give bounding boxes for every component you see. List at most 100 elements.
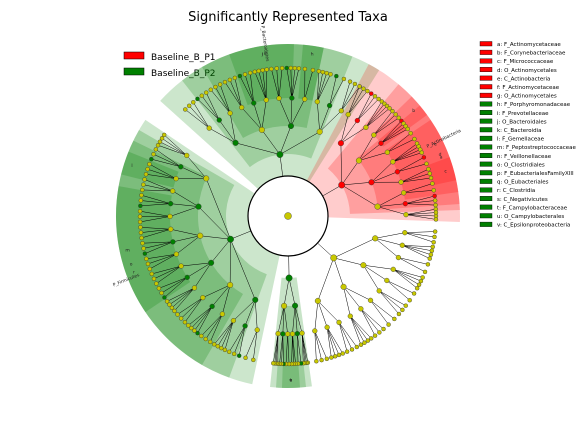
taxon-node — [195, 330, 200, 336]
taxon-node — [284, 65, 289, 71]
taxon-node — [157, 139, 163, 144]
taxon-node — [398, 179, 404, 185]
taxon-node — [332, 354, 338, 359]
taxon-node — [155, 143, 161, 148]
legend-label-p2: Baseline_B_P2 — [151, 69, 216, 79]
taxon-node — [316, 69, 322, 74]
taxon-node — [402, 201, 408, 207]
legend-swatch-p2 — [123, 67, 145, 76]
key-legend-swatch — [479, 110, 493, 116]
taxon-node — [159, 136, 165, 141]
taxon-node — [425, 262, 431, 267]
key-legend-entry: m: F_Peptostreptococcaceae — [497, 145, 576, 151]
taxon-node — [433, 217, 439, 222]
taxon-node — [279, 65, 285, 71]
taxon-node — [178, 316, 184, 321]
key-legend-swatch — [479, 187, 493, 193]
key-legend-entry: j: O_Bacteroidales — [496, 119, 547, 125]
key-legend-entry: c: F_Micrococcaceae — [497, 59, 554, 65]
key-legend-swatch — [479, 75, 493, 81]
taxon-node — [151, 276, 157, 282]
key-legend-entry: l: F_Gemellaceae — [497, 137, 545, 143]
key-legend-entry: i: F_Prevotellaceae — [497, 111, 549, 117]
taxon-node — [204, 90, 209, 95]
key-legend-entry: v: C_Epsilonproteobacteria — [497, 223, 570, 229]
key-legend-entry: t: F_Campylobacteraceae — [497, 205, 568, 211]
taxon-node — [432, 193, 437, 199]
clade-sector-letter: j — [261, 52, 263, 58]
taxon-node — [199, 333, 204, 339]
taxon-node — [384, 149, 390, 155]
clade-sector-letter: h — [311, 51, 314, 57]
taxon-node — [151, 152, 156, 157]
key-legend-swatch — [479, 49, 493, 55]
taxon-node — [390, 266, 396, 272]
taxon-node — [372, 235, 379, 242]
taxon-node — [401, 190, 407, 196]
taxon-node — [285, 274, 293, 282]
taxon-node — [167, 302, 172, 307]
taxon-node — [392, 316, 397, 322]
taxon-node — [421, 155, 427, 160]
taxon-node — [167, 213, 173, 220]
taxon-node — [195, 96, 200, 102]
taxon-node — [169, 305, 175, 310]
taxon-node — [209, 303, 215, 309]
taxon-node — [215, 344, 220, 349]
taxon-node — [365, 88, 370, 94]
taxon-node — [217, 82, 223, 87]
key-legend-swatch — [479, 84, 493, 90]
taxon-node — [296, 66, 302, 71]
clade-shade — [121, 151, 179, 188]
taxon-node — [227, 349, 232, 355]
clade-shade — [115, 119, 280, 385]
taxon-node — [312, 328, 318, 334]
taxon-node — [396, 311, 402, 317]
taxon-node — [408, 131, 413, 136]
clade-shade — [281, 333, 300, 389]
taxon-node — [149, 156, 154, 162]
taxon-node — [227, 235, 234, 243]
taxon-node — [394, 169, 401, 175]
taxon-node — [316, 128, 323, 135]
key-legend-swatch — [479, 153, 493, 159]
taxon-node — [416, 282, 422, 287]
taxon-node — [147, 266, 152, 272]
taxon-node — [400, 307, 405, 313]
taxon-node — [170, 188, 176, 194]
taxon-node — [260, 67, 265, 73]
taxon-node — [433, 202, 438, 208]
key-legend: a: F_Actinomycetaceae b: F_Corynebacteria… — [479, 41, 576, 229]
taxon-node — [337, 140, 344, 147]
group-legend: Baseline_B_P1 Baseline_B_P2 — [123, 51, 216, 79]
taxon-node — [186, 323, 191, 328]
taxon-node — [276, 95, 282, 101]
taxon-node — [264, 67, 269, 72]
taxon-node — [159, 290, 164, 296]
taxon-node — [420, 275, 425, 280]
taxon-node — [378, 140, 384, 146]
clade-sector-letter: c — [444, 169, 447, 174]
taxon-node — [427, 256, 432, 261]
taxon-node — [138, 203, 143, 209]
taxon-node — [143, 172, 149, 177]
taxon-node — [292, 302, 299, 309]
taxon-node — [138, 198, 144, 203]
taxon-node — [428, 252, 434, 257]
key-legend-swatch — [479, 213, 493, 219]
taxon-node — [276, 151, 284, 158]
key-legend-entry: o: O_Clostridiales — [497, 162, 545, 168]
taxon-node — [432, 229, 438, 234]
taxon-node — [372, 94, 378, 99]
key-legend-swatch — [479, 118, 493, 124]
taxon-node — [219, 311, 225, 317]
taxon-node — [414, 286, 420, 291]
taxon-node — [271, 361, 276, 366]
taxon-node — [140, 187, 145, 193]
taxon-node — [292, 65, 298, 71]
taxon-node — [336, 352, 342, 358]
clade-sector-letter: l — [131, 163, 132, 169]
taxon-node — [344, 349, 350, 354]
taxon-node — [173, 176, 179, 182]
